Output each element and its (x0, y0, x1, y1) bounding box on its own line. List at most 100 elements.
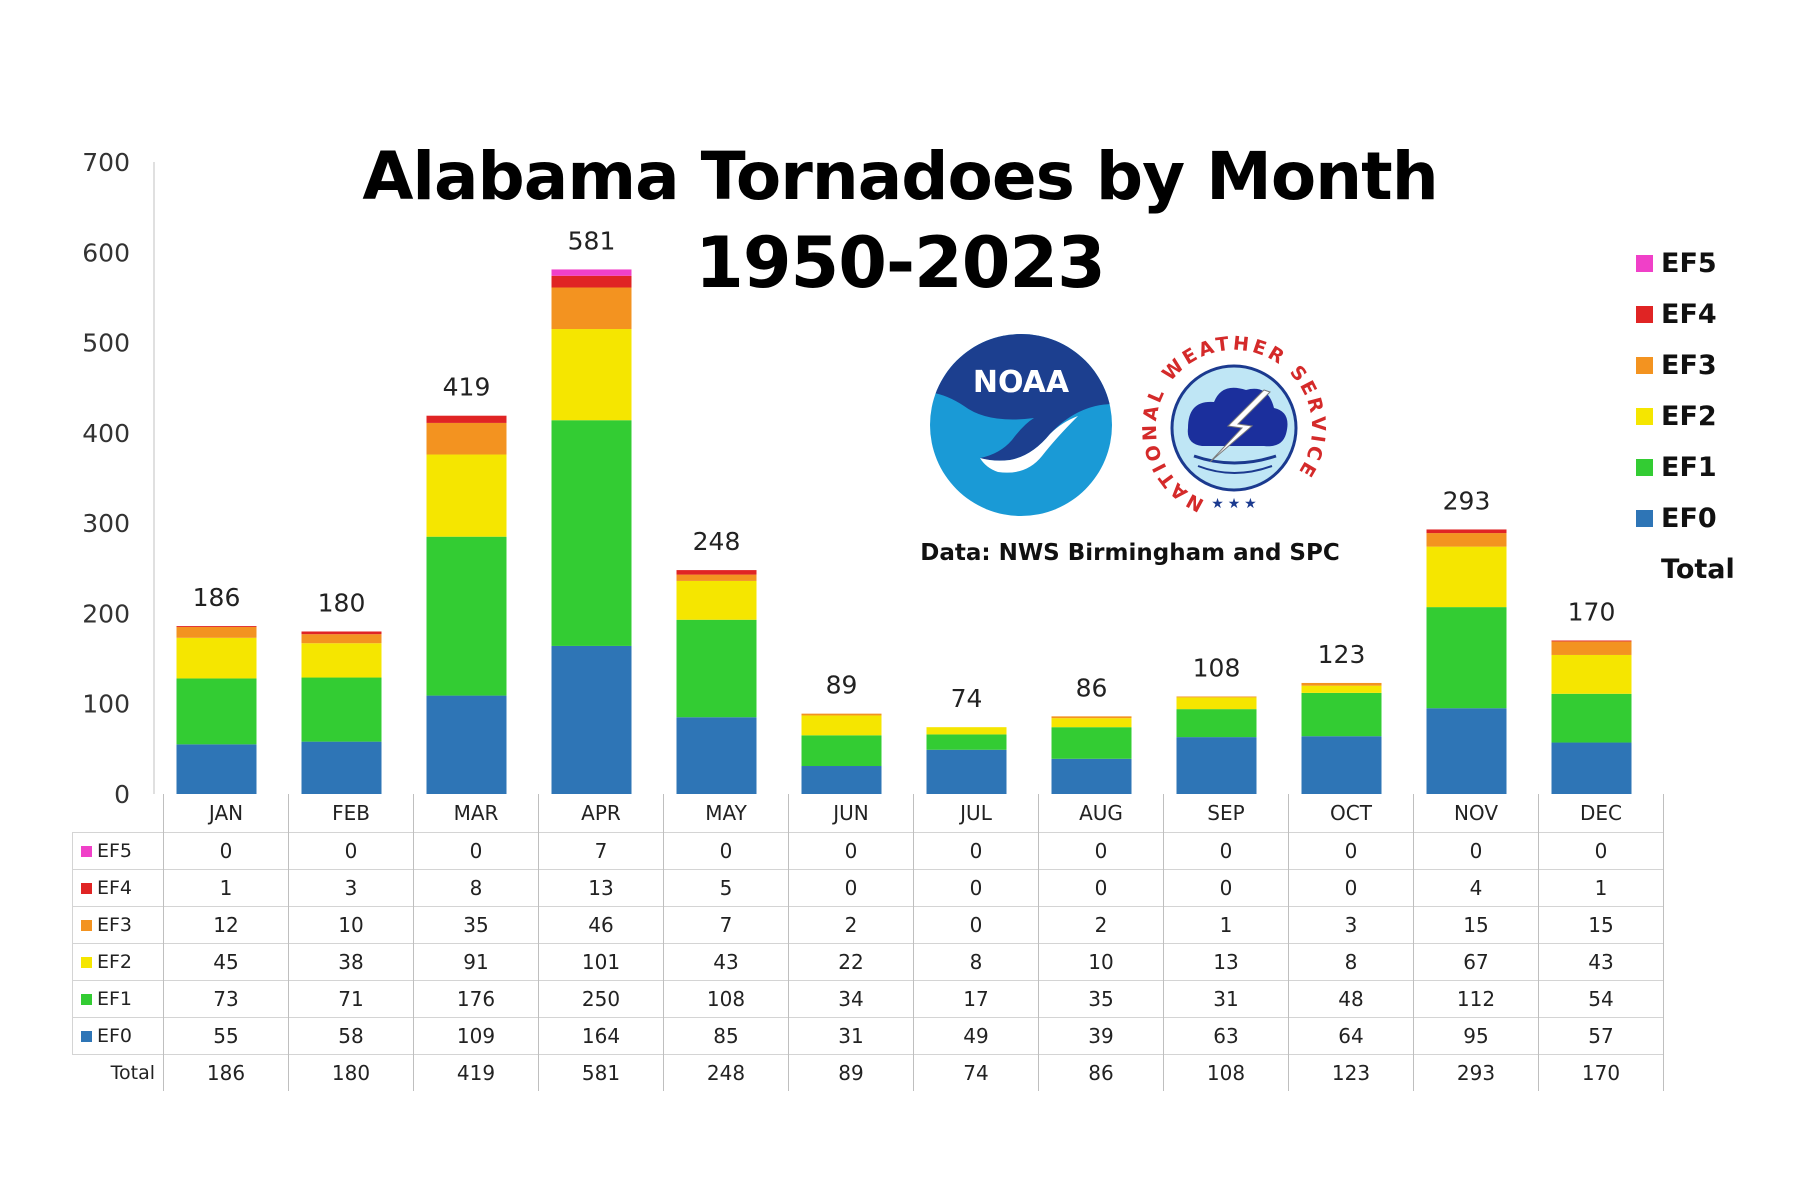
bar-ef1-feb (301, 677, 382, 742)
nws-logo: NATIONAL WEATHER SERVICE ★ ★ ★ (1139, 333, 1327, 516)
bar-ef0-aug (1051, 758, 1132, 794)
table-cell: 101 (538, 943, 664, 981)
y-tick-label: 100 (82, 690, 130, 719)
bar-ef3-dec (1551, 641, 1632, 655)
table-cell: 0 (1038, 832, 1164, 870)
legend-item-ef0: EF0 (1636, 503, 1717, 534)
table-total-cell: 419 (413, 1054, 539, 1091)
legend-label: EF0 (1661, 503, 1717, 534)
table-total-cell: 108 (1163, 1054, 1289, 1091)
table-cell: 95 (1413, 1017, 1539, 1055)
table-cell: 112 (1413, 980, 1539, 1018)
table-cell: 0 (1163, 832, 1289, 870)
table-cell: 176 (413, 980, 539, 1018)
table-row-label: EF4 (97, 877, 133, 899)
bar-ef1-sep (1176, 709, 1257, 738)
bar-ef1-aug (1051, 727, 1132, 759)
y-tick-label: 700 (82, 148, 130, 177)
legend-item-ef5: EF5 (1636, 248, 1717, 279)
table-cell: 0 (288, 832, 414, 870)
bar-ef1-dec (1551, 693, 1632, 743)
table-total-label: Total (72, 1054, 164, 1091)
bar-ef2-may (676, 580, 757, 620)
table-total-cell: 170 (1538, 1054, 1664, 1091)
bar-ef0-may (676, 717, 757, 794)
table-cell: 8 (1288, 943, 1414, 981)
noaa-logo-text: NOAA (973, 365, 1070, 400)
table-cell: 0 (413, 832, 539, 870)
table-cell: 3 (288, 869, 414, 907)
x-tick-label: DEC (1538, 794, 1664, 833)
table-total-cell: 123 (1288, 1054, 1414, 1091)
y-tick-label: 300 (82, 509, 130, 538)
table-row: EF2 45 38 91 101 43 22 8 10 13 8 67 43 (72, 943, 1664, 981)
table-cell: 58 (288, 1017, 414, 1055)
legend-label: Total (1661, 554, 1735, 585)
table-cell: 0 (1538, 832, 1664, 870)
table-cell: 34 (788, 980, 914, 1018)
table-cell: 64 (1288, 1017, 1414, 1055)
table-cell: 0 (1163, 869, 1289, 907)
total-label-mar: 419 (443, 373, 491, 402)
table-row: EF5 0 0 0 7 0 0 0 0 0 0 0 0 (72, 832, 1664, 870)
table-cell: 17 (913, 980, 1039, 1018)
table-cell: 71 (288, 980, 414, 1018)
legend-label: EF4 (1661, 299, 1717, 330)
table-total-cell: 86 (1038, 1054, 1164, 1091)
table-cell: 0 (913, 869, 1039, 907)
table-cell: 54 (1538, 980, 1664, 1018)
bar-ef2-sep (1176, 697, 1257, 710)
table-cell: 43 (663, 943, 789, 981)
chart-subtitle: 1950-2023 (695, 222, 1106, 304)
table-total-cell: 74 (913, 1054, 1039, 1091)
table-cell: 3 (1288, 906, 1414, 944)
table-cell: 8 (913, 943, 1039, 981)
x-tick-label: FEB (288, 794, 414, 833)
legend-swatch (1636, 357, 1653, 374)
table-total-cell: 180 (288, 1054, 414, 1091)
bar-ef1-oct (1301, 692, 1382, 737)
table-cell: 46 (538, 906, 664, 944)
bar-ef4-feb (301, 631, 382, 635)
legend-swatch (1636, 510, 1653, 527)
table-row-label: EF0 (97, 1025, 133, 1047)
table-cell: 57 (1538, 1017, 1664, 1055)
legend-swatch (1636, 459, 1653, 476)
legend-label: EF5 (1661, 248, 1717, 279)
legend-swatch (1636, 255, 1653, 272)
table-cell: 1 (1538, 869, 1664, 907)
table-cell: 13 (1163, 943, 1289, 981)
bar-ef1-jan (176, 678, 257, 745)
bar-ef1-mar (426, 536, 507, 696)
legend-item-ef3: EF3 (1636, 350, 1717, 381)
y-tick-label: 200 (82, 599, 130, 628)
table-cell: 0 (163, 832, 289, 870)
y-tick-label: 0 (114, 780, 130, 809)
table-row-header: EF0 (72, 1017, 164, 1055)
bar-ef4-apr (551, 275, 632, 288)
bar-ef0-jul (926, 749, 1007, 794)
table-cell: 43 (1538, 943, 1664, 981)
bar-ef5-apr (551, 269, 632, 276)
table-row-header: EF4 (72, 869, 164, 907)
data-table: JAN FEB MAR APR MAY JUN JUL AUG SEP OCT NOV DEC EF5 0… (72, 794, 1664, 1091)
bar-ef2-aug (1051, 718, 1132, 728)
table-total-cell: 89 (788, 1054, 914, 1091)
bar-ef0-mar (426, 695, 507, 794)
table-total-cell: 293 (1413, 1054, 1539, 1091)
bar-ef3-jan (176, 626, 257, 638)
bars-layer (176, 269, 1632, 794)
table-cell: 0 (788, 869, 914, 907)
table-cell: 0 (913, 906, 1039, 944)
total-label-jul: 74 (951, 684, 983, 713)
table-cell: 7 (538, 832, 664, 870)
table-total-cell: 248 (663, 1054, 789, 1091)
table-cell: 12 (163, 906, 289, 944)
legend-item-total: Total (1636, 554, 1735, 585)
noaa-logo: NOAA (930, 334, 1112, 516)
x-tick-label: APR (538, 794, 664, 833)
bar-ef1-may (676, 619, 757, 718)
bar-ef2-nov (1426, 546, 1507, 608)
table-cell: 4 (1413, 869, 1539, 907)
table-row-header: EF5 (72, 832, 164, 870)
